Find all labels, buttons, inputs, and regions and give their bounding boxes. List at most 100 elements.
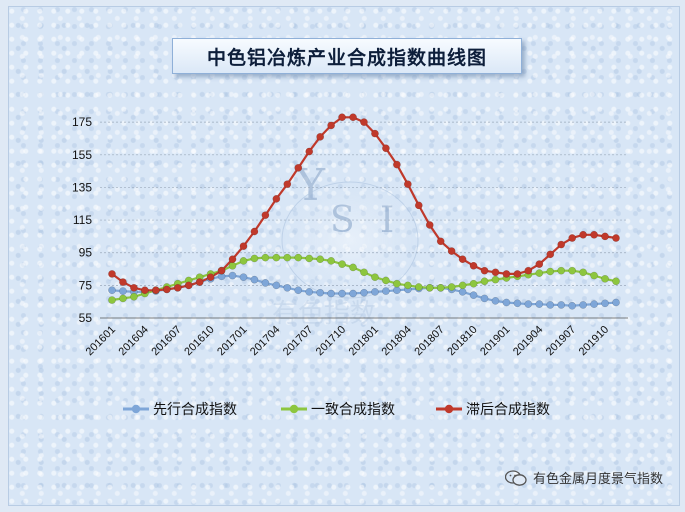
logo-letter-i: I (380, 200, 394, 241)
data-point (524, 266, 533, 275)
data-point (283, 283, 292, 292)
data-point (239, 257, 248, 265)
x-tick-label: 201901 (478, 324, 512, 358)
x-tick-label: 201610 (182, 324, 216, 358)
y-tick-label: 175 (72, 115, 92, 129)
data-point (524, 300, 533, 308)
data-point (305, 147, 314, 156)
y-tick-label: 135 (72, 180, 92, 194)
data-point (239, 273, 248, 282)
data-point (513, 299, 522, 308)
data-point (261, 253, 270, 262)
data-point (480, 294, 489, 303)
legend-label: 滞后合成指数 (466, 402, 550, 418)
data-point (491, 297, 500, 305)
data-point (250, 254, 259, 263)
data-point (491, 275, 500, 284)
data-point (382, 276, 390, 285)
data-point (436, 237, 445, 246)
data-point (414, 201, 423, 210)
data-point (612, 234, 620, 242)
data-point (338, 113, 346, 122)
data-point (458, 255, 467, 264)
data-point (568, 234, 577, 242)
data-point (349, 263, 357, 272)
legend-swatch-marker (289, 404, 299, 414)
data-point (371, 129, 379, 138)
data-point (393, 286, 401, 295)
logo-cn-text: 有色指数 (272, 299, 376, 329)
data-point (458, 288, 467, 296)
x-tick-label: 201704 (248, 324, 282, 358)
data-point (250, 227, 259, 236)
data-point (535, 269, 544, 277)
data-point (305, 288, 314, 296)
data-point (108, 296, 116, 304)
data-point (546, 301, 555, 309)
data-point (261, 279, 270, 287)
data-point (447, 283, 456, 291)
data-point (579, 268, 587, 277)
data-point (480, 277, 489, 286)
data-point (305, 254, 314, 263)
wechat-watermark: 有色金属月度景气指数 (504, 468, 663, 487)
data-point (349, 289, 357, 298)
data-point (403, 281, 412, 290)
x-tick-label: 201701 (215, 324, 249, 358)
data-point (272, 253, 281, 262)
x-tick-label: 201601 (84, 324, 118, 358)
data-point (316, 132, 325, 141)
x-tick-label: 201607 (149, 324, 183, 358)
data-point (360, 118, 368, 127)
chart-title: 中色铝冶炼产业合成指数曲线图 (172, 38, 522, 74)
legend-swatch-marker (444, 404, 454, 414)
data-point (316, 255, 325, 264)
y-tick-label: 155 (72, 148, 92, 162)
data-point (579, 230, 587, 239)
data-point (568, 266, 577, 275)
data-point (546, 267, 555, 276)
y-tick-label: 55 (79, 311, 93, 325)
data-point (458, 281, 467, 290)
data-point (316, 288, 325, 297)
logo-letter-s: S (330, 200, 355, 241)
data-point (119, 278, 127, 286)
data-point (557, 301, 566, 309)
data-point (502, 298, 511, 307)
data-point (436, 283, 445, 292)
data-point (535, 300, 544, 308)
data-point (480, 266, 489, 275)
x-tick-label: 201904 (511, 324, 545, 358)
data-point (382, 144, 390, 153)
data-point (283, 253, 292, 262)
data-point (535, 260, 544, 268)
data-point (557, 240, 566, 249)
data-point (151, 286, 160, 295)
data-point (141, 286, 149, 295)
data-point (393, 279, 401, 288)
x-tick-label: 201907 (544, 324, 578, 358)
data-point (108, 286, 116, 295)
data-point (425, 221, 434, 229)
data-point (590, 271, 598, 280)
data-point (371, 288, 379, 296)
data-point (338, 260, 346, 268)
data-point (327, 257, 335, 265)
data-point (173, 283, 182, 292)
data-point (217, 266, 226, 275)
data-point (393, 160, 401, 169)
data-point (108, 270, 116, 278)
data-point (502, 270, 511, 278)
data-point (294, 286, 303, 295)
data-point (590, 300, 598, 308)
data-point (601, 274, 609, 283)
data-point (327, 121, 335, 130)
legend-label: 一致合成指数 (311, 402, 395, 418)
data-point (338, 289, 346, 298)
legend-swatch-marker (131, 404, 141, 414)
data-point (228, 271, 237, 280)
data-point (294, 164, 303, 172)
data-point (360, 268, 368, 277)
x-tick-label: 201807 (412, 324, 446, 358)
